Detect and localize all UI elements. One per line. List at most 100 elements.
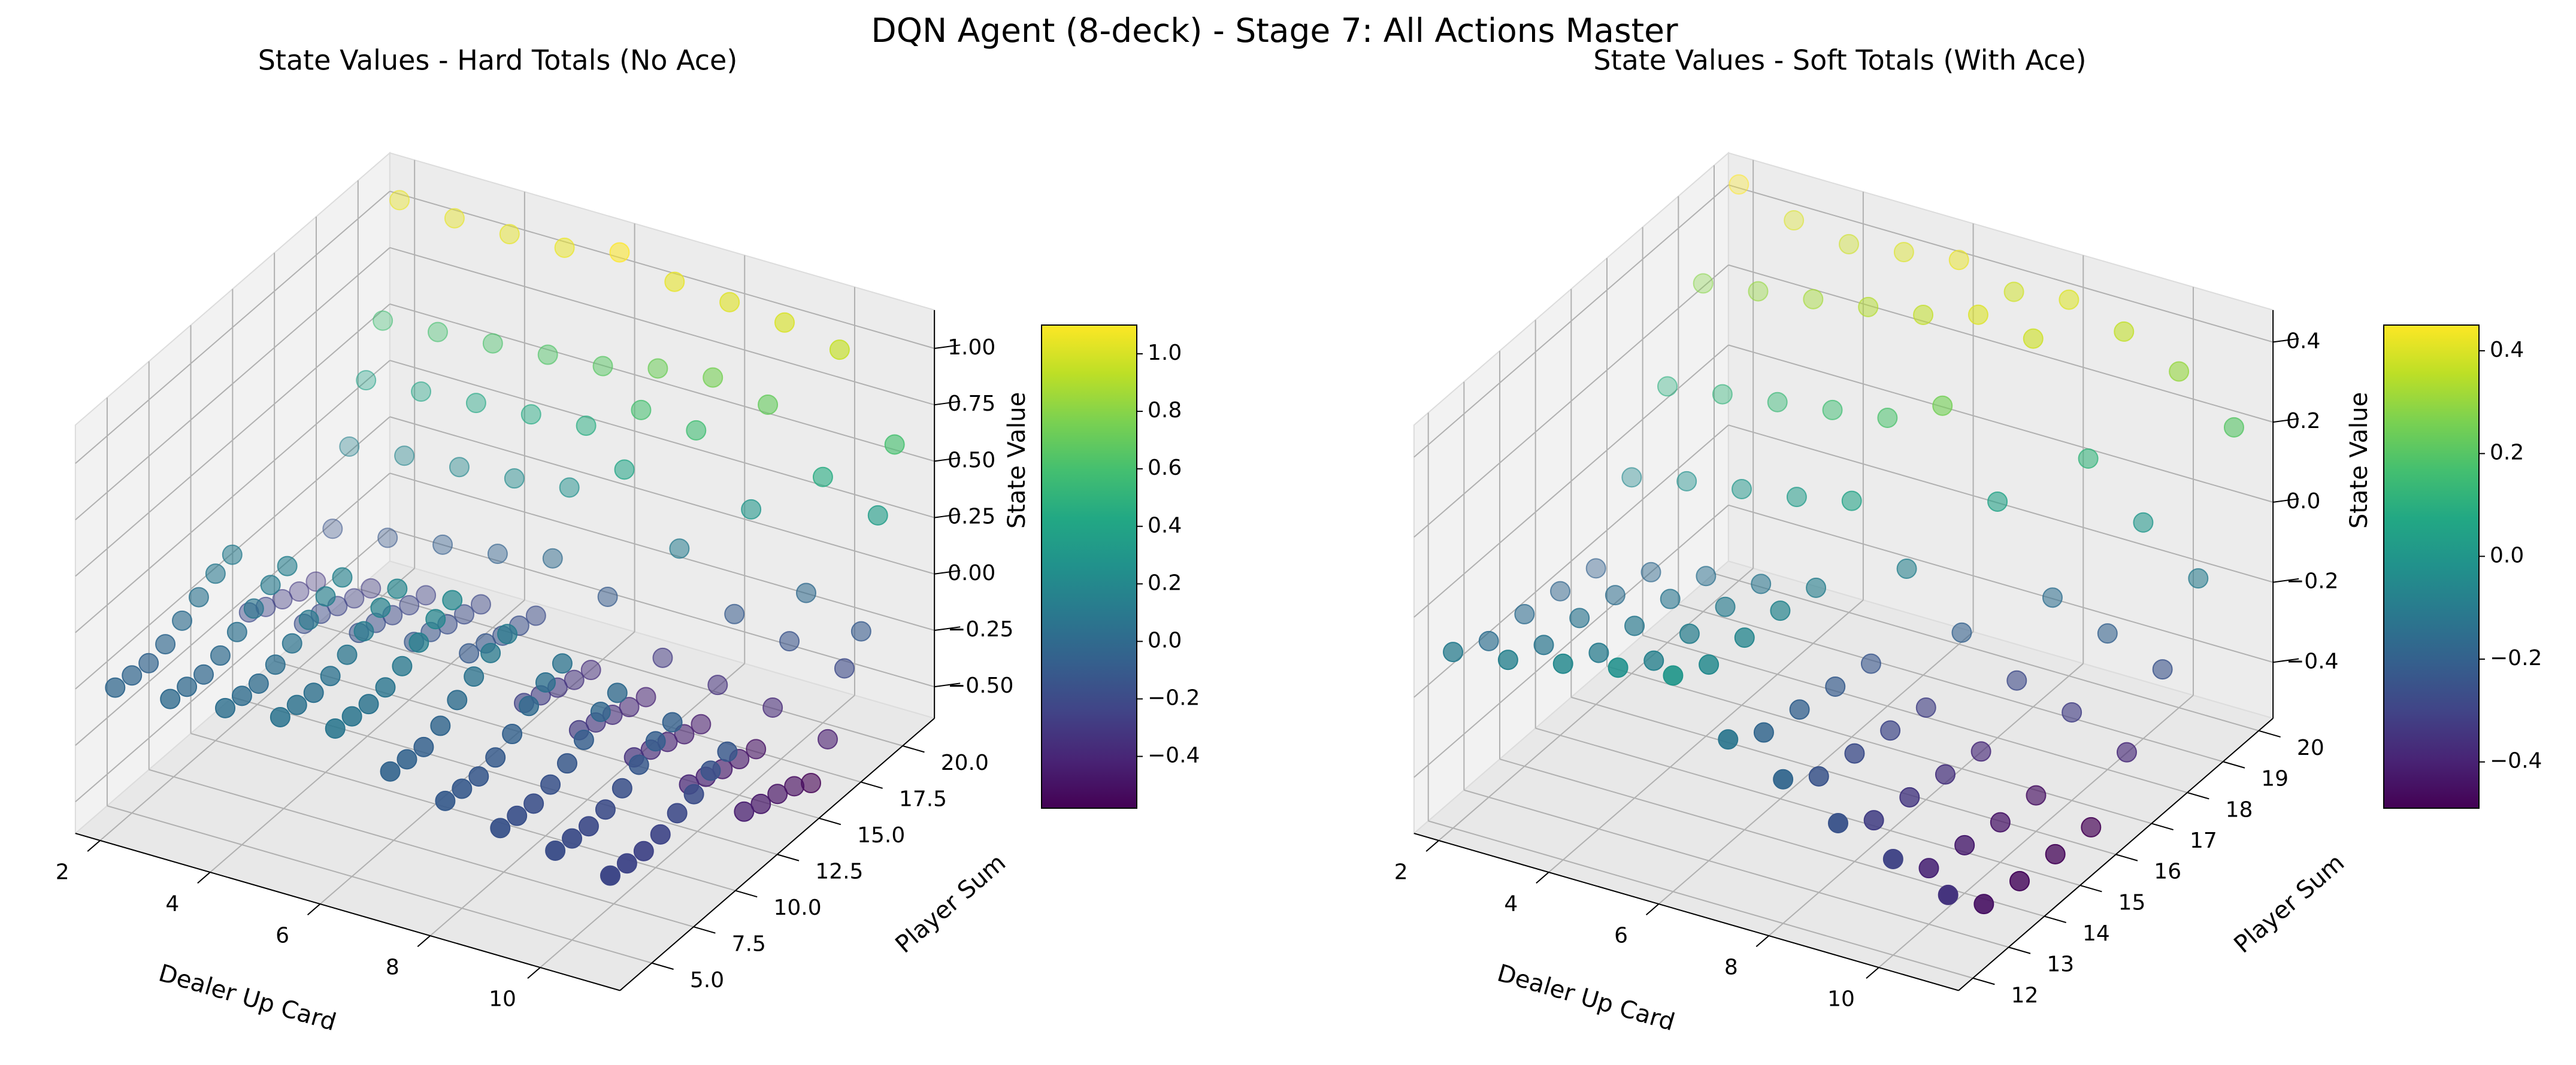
tick-mark — [417, 935, 431, 948]
point — [1550, 581, 1571, 602]
point — [1679, 623, 1700, 644]
tick-label: 0.4 — [2286, 329, 2320, 353]
point — [425, 609, 446, 630]
grid-line — [1571, 696, 2116, 855]
point — [2081, 817, 2102, 838]
point — [138, 653, 159, 673]
tick-label: 0.50 — [948, 448, 995, 472]
colorbar-tick-label: −0.4 — [1148, 744, 1200, 768]
tick-mark — [2115, 854, 2138, 861]
point — [2006, 670, 2027, 691]
point — [1552, 653, 1573, 674]
point — [339, 436, 360, 457]
point — [2116, 742, 2137, 763]
point — [2003, 281, 2024, 302]
tick-label: 10.0 — [773, 896, 821, 920]
tick-mark — [934, 626, 961, 631]
point — [616, 853, 637, 874]
point — [2114, 321, 2135, 342]
subplot-title: State Values - Soft Totals (With Ace) — [1593, 44, 2086, 77]
point — [260, 575, 281, 596]
point — [430, 715, 451, 736]
point — [408, 632, 429, 653]
point — [452, 778, 473, 799]
point — [801, 773, 822, 794]
point — [2009, 870, 2030, 891]
point — [2026, 785, 2047, 806]
grid-line — [389, 472, 935, 631]
point — [485, 747, 506, 768]
tick-mark — [2273, 418, 2299, 423]
point — [556, 753, 577, 774]
point — [265, 654, 286, 675]
tick-label: 19 — [2261, 767, 2289, 791]
tick-mark — [934, 400, 961, 406]
point — [277, 556, 298, 577]
point — [243, 598, 264, 619]
point — [1751, 574, 1772, 594]
tick-label: 15.0 — [857, 823, 905, 848]
point — [1825, 676, 1846, 697]
point — [1806, 577, 1827, 598]
tick-label: 6 — [1614, 924, 1628, 948]
point — [580, 660, 601, 681]
point — [1605, 585, 1625, 606]
point — [1767, 392, 1788, 412]
point — [829, 339, 850, 360]
point — [1987, 491, 2008, 512]
point — [1712, 384, 1733, 405]
point — [1893, 242, 1914, 263]
y-axis-label: Player Sum — [890, 849, 1011, 958]
point — [380, 761, 401, 782]
point — [817, 729, 838, 750]
point — [1863, 810, 1884, 831]
tick-mark — [902, 745, 925, 753]
colorbar-tick-label: 0.4 — [1148, 513, 1182, 538]
tick-mark — [934, 570, 961, 575]
colorbar-tick-label: 1.0 — [1148, 341, 1182, 365]
point — [1621, 467, 1642, 488]
point — [1729, 174, 1749, 195]
point — [619, 697, 640, 718]
point — [2097, 623, 2118, 644]
tick-mark — [1866, 967, 1879, 979]
point — [344, 588, 365, 609]
point — [1913, 304, 1934, 325]
grid-line — [389, 360, 935, 518]
colorbar-tick-label: 0.2 — [2490, 441, 2524, 465]
grid-line — [1413, 264, 1729, 538]
point — [1773, 769, 1794, 790]
point — [1915, 697, 1936, 718]
tick-mark — [2151, 823, 2174, 831]
point — [392, 656, 413, 676]
point — [635, 687, 656, 708]
point — [576, 415, 597, 436]
point — [614, 459, 635, 480]
point — [387, 578, 408, 599]
point — [358, 694, 379, 715]
point — [325, 718, 346, 739]
point — [416, 585, 437, 606]
grid-line — [1642, 635, 2188, 793]
x-axis-label: Dealer Up Card — [156, 959, 340, 1036]
tick-label: 10 — [1827, 987, 1855, 1012]
point — [519, 696, 540, 717]
point — [305, 571, 326, 592]
tick-label: 0.0 — [2286, 489, 2320, 514]
colorbar-tick-label: 0.4 — [2490, 338, 2524, 362]
point — [2169, 361, 2190, 382]
point — [160, 688, 181, 709]
tick-label: 17 — [2190, 829, 2217, 853]
point — [248, 673, 269, 694]
point — [545, 841, 566, 861]
tick-label: 0.25 — [948, 505, 995, 529]
point — [590, 702, 611, 723]
point — [2023, 328, 2044, 349]
point — [628, 754, 649, 775]
tick-label: 4 — [165, 892, 179, 917]
point — [774, 312, 795, 333]
point — [177, 676, 198, 697]
point — [1734, 627, 1755, 648]
colorbar — [1041, 324, 1137, 809]
tick-mark — [2187, 791, 2209, 800]
